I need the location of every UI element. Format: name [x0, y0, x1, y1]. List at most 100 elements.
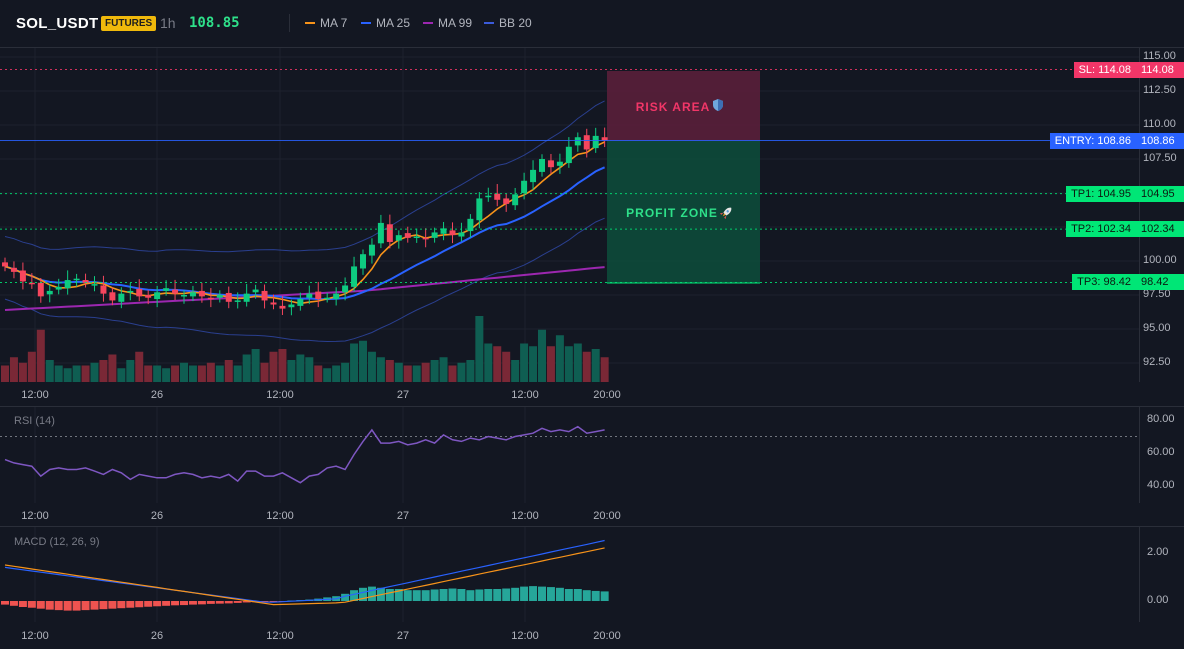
- volume-bar: [359, 340, 367, 382]
- candle-body: [207, 297, 214, 300]
- candle-body: [37, 282, 44, 297]
- risk-zone[interactable]: [607, 71, 760, 141]
- candlesticks: [2, 127, 608, 316]
- candle-body: [127, 290, 134, 293]
- profit-zone-label: PROFIT ZONE: [626, 206, 718, 220]
- time-tick-label: 12:00: [511, 510, 539, 522]
- macd-hist-bar: [493, 589, 502, 601]
- rsi-path: [4, 425, 605, 484]
- time-tick-label: 27: [396, 630, 410, 642]
- sl-tag[interactable]: SL: 114.08: [1073, 61, 1136, 78]
- macd-hist-bar: [117, 601, 126, 609]
- macd-hist-bar: [475, 589, 484, 601]
- macd-hist-bar: [126, 601, 135, 608]
- volume-bar: [546, 346, 555, 382]
- bb-lower: [4, 217, 605, 343]
- volume-bar: [99, 360, 108, 382]
- legend-ma7[interactable]: MA 7: [305, 16, 347, 30]
- macd-histogram-and-lines: [1, 539, 609, 611]
- rsi-tick-label: 40.00: [1147, 479, 1175, 491]
- macd-hist-bar: [484, 589, 493, 601]
- candle-body: [574, 137, 581, 146]
- macd-hist-bar: [564, 589, 573, 601]
- candle-body: [503, 198, 510, 204]
- volume-bar: [564, 346, 573, 382]
- legend-ma25-label: MA 25: [376, 16, 411, 30]
- volume-bar: [135, 351, 144, 382]
- tp1-tag[interactable]: TP1: 104.95: [1066, 185, 1136, 202]
- candle-body: [118, 293, 125, 302]
- macd-hist-bar: [385, 589, 394, 601]
- candle-body: [216, 295, 223, 298]
- futures-badge: FUTURES: [101, 16, 157, 31]
- macd-title: MACD (12, 26, 9): [14, 536, 100, 548]
- timeframe-label[interactable]: 1h: [160, 15, 176, 31]
- price-tick-label: 97.50: [1143, 288, 1171, 300]
- candle-body: [109, 292, 116, 301]
- legend-bb20[interactable]: BB 20: [484, 16, 532, 30]
- volume-bar: [144, 365, 153, 382]
- macd-hist-bar: [99, 601, 108, 610]
- symbol-label[interactable]: SOL_USDT: [16, 15, 99, 32]
- candle-body: [377, 222, 384, 244]
- legend-ma25[interactable]: MA 25: [361, 16, 410, 30]
- volume-bar: [555, 335, 564, 382]
- time-tick-label: 20:00: [593, 389, 621, 401]
- volume-bar: [511, 360, 520, 382]
- candle-body: [601, 137, 608, 141]
- macd-tick-label: 0.00: [1147, 594, 1169, 606]
- macd-hist-bar: [144, 601, 153, 607]
- macd-hist-bar: [215, 601, 224, 604]
- ma99-swatch-icon: [423, 21, 433, 24]
- time-tick-label: 27: [396, 510, 410, 522]
- macd-hist-bar: [242, 601, 251, 603]
- macd-hist-bar: [27, 601, 36, 608]
- macd-hist-bar: [582, 590, 591, 601]
- candle-body: [279, 305, 286, 309]
- macd-hist-bar: [260, 601, 269, 602]
- legend-ma99[interactable]: MA 99: [423, 16, 472, 30]
- volume-bar: [171, 365, 180, 382]
- volume-bar: [36, 329, 45, 382]
- macd-hist-bar: [90, 601, 99, 610]
- candle-body: [467, 218, 474, 232]
- shield-icon: [713, 99, 723, 111]
- time-tick-label: 12:00: [511, 389, 539, 401]
- macd-hist-bar: [591, 590, 600, 601]
- volume-bar: [269, 351, 278, 382]
- macd-hist-bar: [197, 601, 206, 605]
- macd-hist-bar: [403, 590, 412, 601]
- price-tick-label: 107.50: [1143, 152, 1177, 164]
- candle-body: [55, 286, 62, 290]
- time-tick-label: 12:00: [266, 630, 294, 642]
- price-tick-label: 110.00: [1143, 118, 1176, 130]
- macd-tick-label: 2.00: [1147, 546, 1169, 558]
- macd-hist-bar: [394, 589, 403, 601]
- time-tick-label: 26: [150, 510, 164, 522]
- candle-body: [46, 290, 53, 295]
- volume-bar: [305, 357, 314, 382]
- volume-bar: [260, 362, 269, 382]
- bb-upper: [4, 100, 605, 253]
- volume-bar: [278, 349, 287, 382]
- volume-bar: [367, 351, 376, 382]
- volume-bar: [197, 365, 206, 382]
- candle-body: [333, 293, 340, 300]
- tp1-price-tag: 104.95: [1136, 185, 1184, 202]
- candle-body: [154, 292, 161, 300]
- profit-zone[interactable]: [607, 141, 760, 283]
- volume-bar: [538, 329, 546, 382]
- volume-bar: [448, 365, 457, 382]
- entry-price-tag: 108.86: [1136, 132, 1184, 149]
- moving-averages: [4, 141, 606, 311]
- entry-tag[interactable]: ENTRY: 108.86: [1049, 132, 1136, 149]
- macd-hist-bar: [439, 589, 448, 601]
- candle-body: [476, 198, 483, 221]
- tp3-tag[interactable]: TP3: 98.42: [1072, 274, 1136, 291]
- macd-hist-bar: [529, 586, 538, 601]
- tp2-price-tag: 102.34: [1136, 221, 1184, 238]
- rsi-title: RSI (14): [14, 415, 55, 427]
- tp2-tag[interactable]: TP2: 102.34: [1066, 221, 1136, 238]
- time-tick-label: 20:00: [593, 510, 621, 522]
